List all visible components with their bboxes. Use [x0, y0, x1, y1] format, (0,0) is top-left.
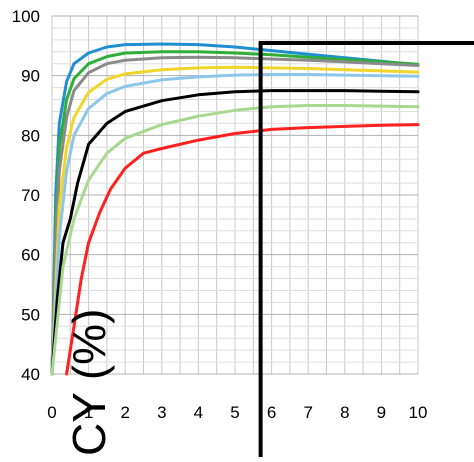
x-tick-label: 0	[47, 403, 56, 422]
x-tick-label: 10	[409, 403, 428, 422]
x-tick-label: 4	[194, 403, 203, 422]
y-tick-label: 50	[21, 305, 40, 324]
y-tick-label: 80	[21, 126, 40, 145]
x-tick-label: 2	[120, 403, 129, 422]
series-line-6	[50, 89, 420, 376]
y-tick-label: 40	[21, 365, 40, 384]
series-line-8	[65, 123, 420, 376]
x-tick-label: 7	[303, 403, 312, 422]
series-line-3	[50, 55, 420, 376]
x-tick-label: 3	[157, 403, 166, 422]
y-tick-label: 90	[21, 67, 40, 86]
series-line-4	[50, 65, 420, 376]
y-tick-label: 60	[21, 246, 40, 265]
series-line-1	[50, 42, 420, 376]
y-tick-label: 70	[21, 186, 40, 205]
x-tick-label: 6	[267, 403, 276, 422]
series-line-5	[50, 73, 420, 376]
marker-overlay	[258, 41, 474, 457]
series-lines	[50, 42, 420, 376]
x-tick-label: 9	[377, 403, 386, 422]
x-tick-label: 8	[340, 403, 349, 422]
tick-labels: 0 1 2 3 4 5 6 7 8 9 10 40 50 60 70 80 90 100	[12, 7, 428, 422]
x-tick-label: 5	[230, 403, 239, 422]
series-line-7	[50, 104, 420, 376]
series-line-2	[50, 50, 420, 376]
y-tick-label: 100	[12, 7, 40, 26]
x-tick-label: 1	[84, 403, 93, 422]
y-axis-label: CY (%)	[63, 309, 115, 456]
